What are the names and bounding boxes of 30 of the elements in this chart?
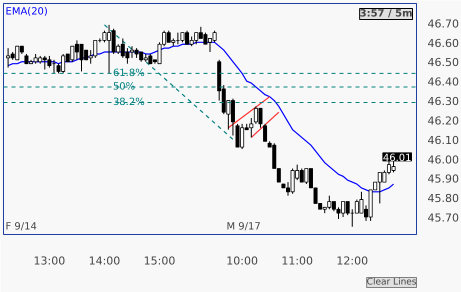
annotation: F 9/14 [6,222,37,232]
y-tick-label: 46.20 [428,114,459,128]
candlestick [263,123,268,142]
x-tick-label: 13:00 [34,254,66,268]
y-tick-label: 46.60 [428,36,459,50]
y-tick-label: 46.70 [428,17,459,30]
y-tick-label: 46.10 [428,134,459,147]
candlestick [6,48,10,68]
y-tick-label: 46.50 [428,56,459,70]
candlestick [47,55,52,68]
x-tick-label: 10:00 [226,254,258,268]
y-tick-label: 45.70 [428,212,459,225]
x-tick-label: 11:00 [281,254,314,268]
y-tick-label: 46.30 [428,95,459,108]
candlestick [258,108,262,128]
y-tick-label: 45.90 [428,172,459,186]
x-tick-label: 15:00 [144,254,176,268]
text: EMA(20) [6,6,48,18]
y-tick-label: 46.40 [428,76,459,89]
annotation: 46.01 [382,152,412,164]
annotation: 3:57 / 5m [360,8,413,20]
y-tick-label: 45.80 [428,192,459,206]
annotation: M 9/17 [226,222,261,232]
x-tick-label: 14:00 [88,254,120,268]
annotation: 61.8% [112,68,145,79]
candlestick [236,123,240,148]
text: Clear Lines [366,278,417,288]
candlestick [230,98,235,136]
y-tick-label: 46.00 [428,153,459,166]
x-tick-label: 12:00 [336,254,368,268]
